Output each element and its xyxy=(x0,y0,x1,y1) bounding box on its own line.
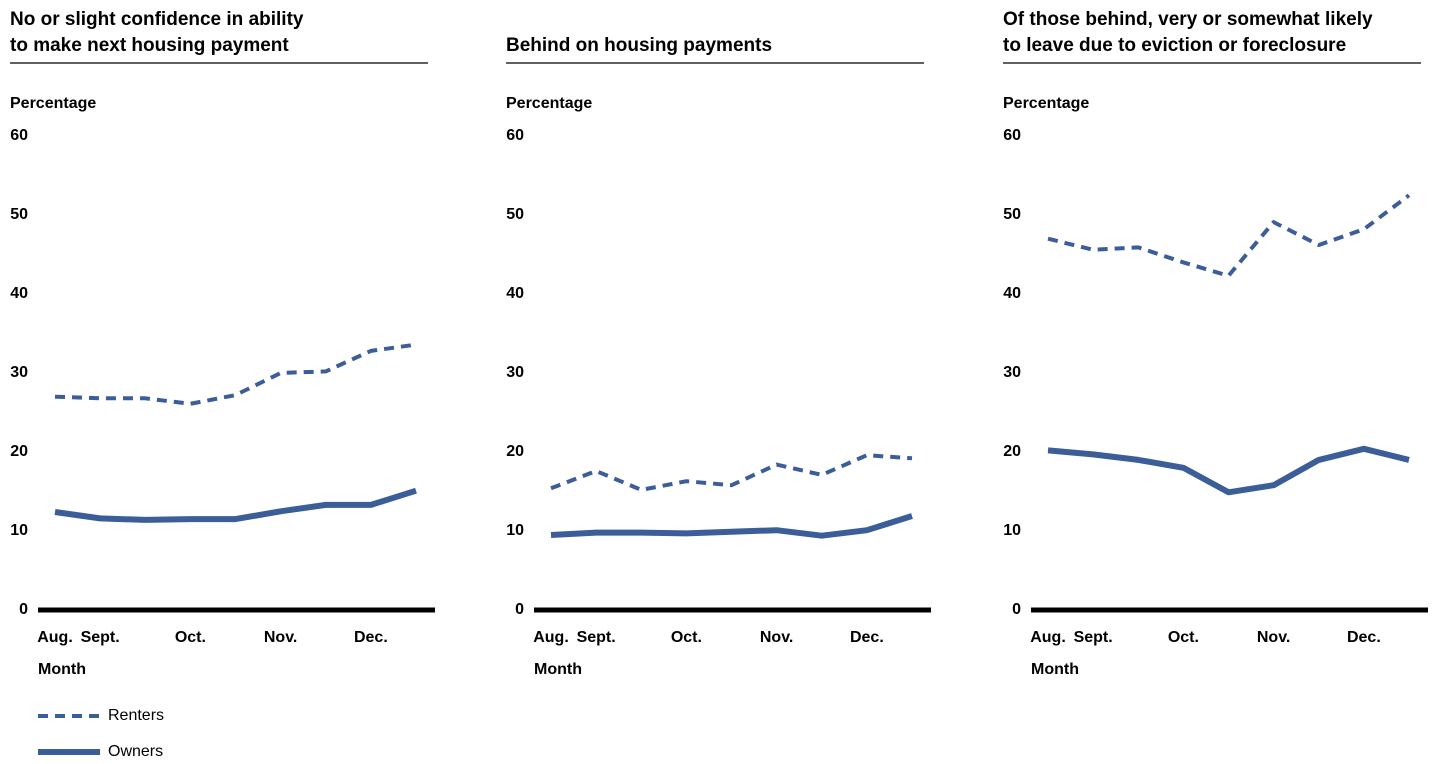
chart-title: to make next housing payment xyxy=(10,35,289,56)
y-tick-label: 60 xyxy=(1003,127,1021,144)
owners-line xyxy=(54,487,417,523)
owners-line xyxy=(1047,445,1410,496)
y-axis-label: Percentage xyxy=(506,95,592,112)
x-tick-label: Dec. xyxy=(850,629,884,646)
y-tick-label: 10 xyxy=(10,522,28,539)
y-tick-label: 20 xyxy=(10,443,28,460)
renters-line xyxy=(550,453,913,492)
x-tick-label: Oct. xyxy=(671,629,702,646)
chart-title: Behind on housing payments xyxy=(506,35,772,56)
owners-line xyxy=(550,513,913,539)
y-axis-label: Percentage xyxy=(1003,95,1089,112)
chart-title: No or slight confidence in ability xyxy=(10,9,304,30)
x-tick-label: Dec. xyxy=(354,629,388,646)
y-tick-label: 50 xyxy=(10,206,28,223)
x-tick-label: Aug. xyxy=(37,629,73,646)
x-tick-label: Sept. xyxy=(81,629,120,646)
y-tick-label: 40 xyxy=(10,285,28,302)
chart-title: to leave due to eviction or foreclosure xyxy=(1003,35,1346,56)
y-tick-label: 60 xyxy=(506,127,524,144)
y-tick-label: 30 xyxy=(10,364,28,381)
y-tick-label: 50 xyxy=(506,206,524,223)
y-tick-label: 60 xyxy=(10,127,28,144)
x-tick-label: Nov. xyxy=(760,629,793,646)
y-tick-label: 20 xyxy=(1003,443,1021,460)
y-axis-label: Percentage xyxy=(10,95,96,112)
legend-label: Renters xyxy=(108,707,164,724)
y-tick-label: 10 xyxy=(506,522,524,539)
renters-line xyxy=(1047,193,1411,278)
renters-line xyxy=(54,342,417,406)
y-tick-label: 0 xyxy=(19,601,28,618)
y-tick-label: 40 xyxy=(506,285,524,302)
x-axis-label: Month xyxy=(534,661,582,678)
x-tick-label: Sept. xyxy=(1074,629,1113,646)
x-tick-label: Oct. xyxy=(175,629,206,646)
x-tick-label: Dec. xyxy=(1347,629,1381,646)
x-tick-label: Oct. xyxy=(1168,629,1199,646)
y-tick-label: 20 xyxy=(506,443,524,460)
y-tick-label: 30 xyxy=(506,364,524,381)
y-tick-label: 50 xyxy=(1003,206,1021,223)
y-tick-label: 10 xyxy=(1003,522,1021,539)
y-tick-label: 0 xyxy=(515,601,524,618)
x-tick-label: Aug. xyxy=(1030,629,1066,646)
legend-label: Owners xyxy=(108,743,163,760)
x-axis-label: Month xyxy=(1031,661,1079,678)
y-tick-label: 30 xyxy=(1003,364,1021,381)
x-tick-label: Sept. xyxy=(577,629,616,646)
x-axis-label: Month xyxy=(38,661,86,678)
x-tick-label: Nov. xyxy=(264,629,297,646)
x-tick-label: Nov. xyxy=(1257,629,1290,646)
y-tick-label: 40 xyxy=(1003,285,1021,302)
y-tick-label: 0 xyxy=(1012,601,1021,618)
x-tick-label: Aug. xyxy=(533,629,569,646)
chart-title: Of those behind, very or somewhat likely xyxy=(1003,9,1373,30)
